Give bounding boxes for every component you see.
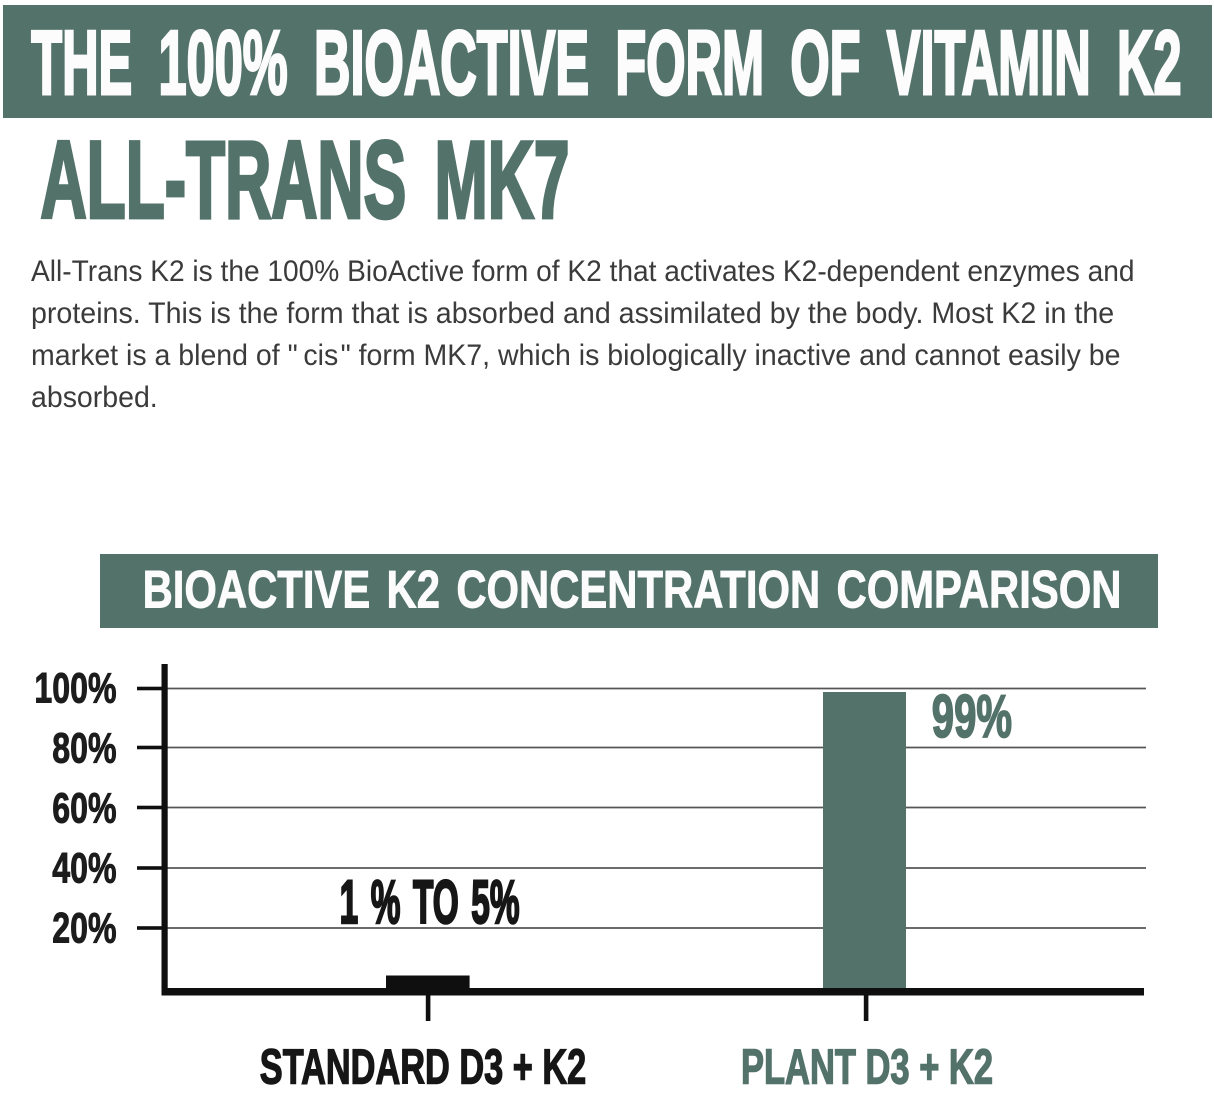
svg-text:20%: 20% — [52, 905, 116, 953]
svg-text:proteins. This is the form tha: proteins. This is the form that is absor… — [31, 296, 1114, 330]
svg-text:BIOACTIVE K2 CONCENTRATION COM: BIOACTIVE K2 CONCENTRATION COMPARISON — [143, 561, 1122, 620]
svg-text:STANDARD D3 + K2: STANDARD D3 + K2 — [260, 1039, 586, 1093]
svg-text:1 % TO 5%: 1 % TO 5% — [340, 868, 520, 936]
svg-text:absorbed.: absorbed. — [31, 381, 158, 414]
svg-text:market is a blend of " cis " f: market is a blend of " cis " form MK7, w… — [31, 339, 1120, 372]
svg-text:100%: 100% — [34, 665, 116, 713]
svg-text:All-Trans K2 is the 100% BioAc: All-Trans K2 is the 100% BioActive form … — [31, 255, 1135, 288]
svg-text:80%: 80% — [52, 725, 116, 773]
svg-text:ALL-TRANS MK7: ALL-TRANS MK7 — [41, 120, 570, 242]
svg-text:99%: 99% — [932, 683, 1012, 750]
svg-text:PLANT D3 + K2: PLANT D3 + K2 — [741, 1039, 993, 1093]
svg-text:THE 100% BIOACTIVE FORM OF VIT: THE 100% BIOACTIVE FORM OF VITAMIN K2 — [31, 11, 1181, 114]
svg-text:60%: 60% — [52, 785, 116, 833]
svg-text:40%: 40% — [52, 845, 116, 893]
